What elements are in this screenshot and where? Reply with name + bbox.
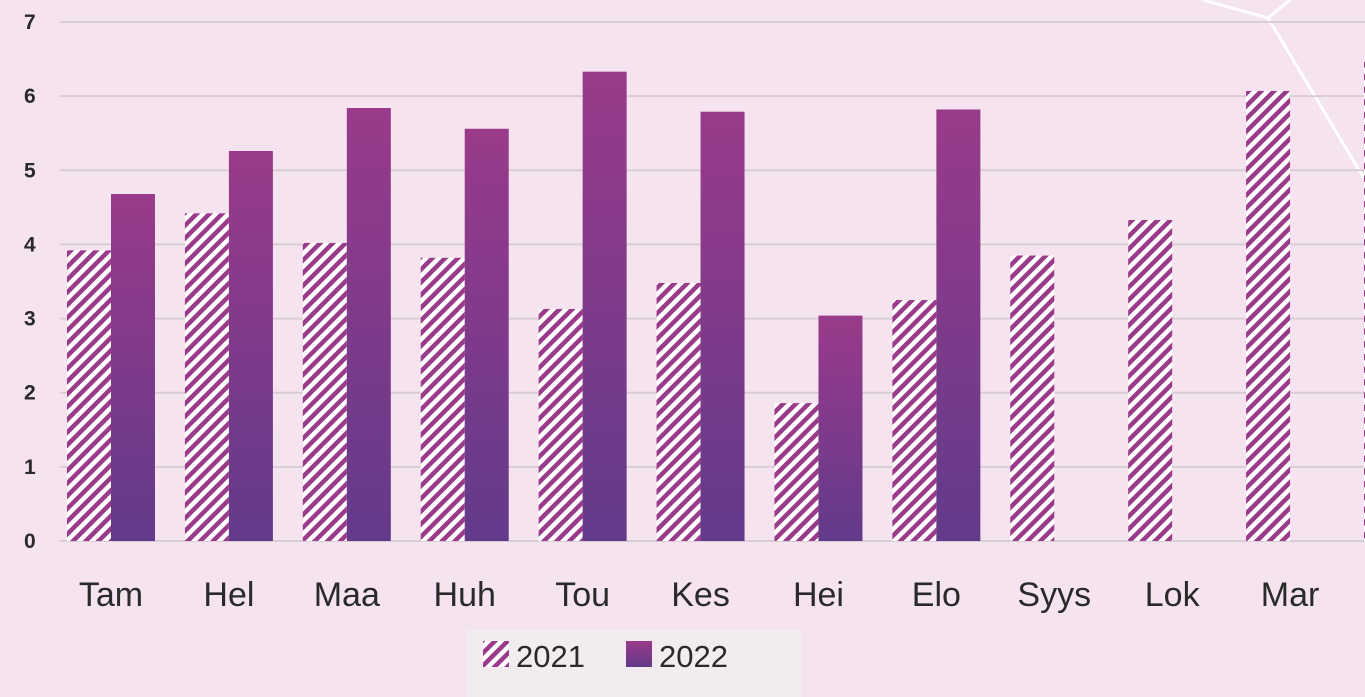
bars: [67, 62, 1365, 542]
x-tick-label: Elo: [912, 576, 961, 614]
bar-2021-tam: [67, 250, 111, 542]
bar-2021-elo: [892, 300, 937, 541]
y-tick-label: 2: [24, 382, 36, 405]
legend-swatch-2022: [626, 641, 652, 667]
x-tick-label: Maa: [314, 576, 380, 614]
y-tick-label: 3: [24, 308, 36, 331]
bar-2021-kes: [656, 282, 701, 541]
y-tick-label: 1: [24, 456, 36, 479]
x-tick-label: Lok: [1145, 576, 1201, 614]
legend-swatch-2021: [483, 641, 509, 667]
bar-2022-huh: [464, 128, 509, 541]
y-axis: 0 1 2 3 4 5 6 7: [24, 11, 36, 553]
decorative-line: [1202, 0, 1291, 20]
y-tick-label: 6: [24, 85, 36, 108]
decorative-line: [1266, 17, 1365, 181]
background-decoration: [1202, 0, 1365, 181]
bar-2021-mar: [1246, 90, 1291, 542]
y-tick-label: 5: [24, 159, 36, 182]
bar-2022-hei: [818, 315, 863, 541]
y-tick-label: 0: [24, 530, 36, 553]
bar-2021-huh: [420, 257, 465, 541]
x-tick-label: Tam: [79, 576, 143, 614]
x-tick-label: Huh: [434, 576, 496, 614]
bar-2021-maa: [302, 242, 347, 541]
bar-2021-hei: [774, 403, 819, 541]
bar-2022-elo: [936, 109, 981, 541]
x-tick-label: Syys: [1017, 576, 1091, 614]
y-tick-label: 4: [24, 233, 36, 256]
bar-2022-tou: [582, 71, 627, 541]
x-axis: TamHelMaaHuhTouKesHeiEloSyysLokMarJou: [79, 576, 1320, 614]
x-tick-label: Mar: [1261, 576, 1320, 614]
legend: 2021 2022: [467, 630, 801, 697]
bar-2021-hel: [184, 213, 229, 541]
x-tick-label: Hei: [793, 576, 844, 614]
legend-label-2022: 2022: [659, 639, 728, 674]
bar-2022-tam: [111, 194, 155, 542]
bar-2021-lok: [1128, 219, 1173, 541]
bar-2022-maa: [346, 108, 391, 542]
legend-label-2021: 2021: [516, 639, 585, 674]
bar-2021-tou: [538, 308, 583, 541]
y-tick-label: 7: [24, 11, 36, 34]
bar-2022-kes: [700, 111, 745, 541]
bar-2022-hel: [228, 151, 273, 541]
bar-2021-syys: [1010, 255, 1055, 542]
x-tick-label: Kes: [671, 576, 730, 614]
x-tick-label: Hel: [203, 576, 254, 614]
x-tick-label: Tou: [555, 576, 610, 614]
